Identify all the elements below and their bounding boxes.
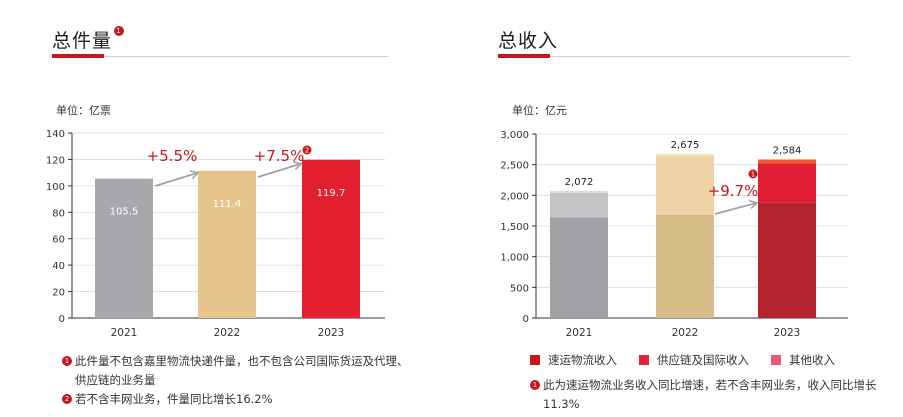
bar-segment-2023-0 [758,202,816,318]
volume-panel: 总件量 1 单位：亿票 1 此件量不包含嘉里物流快递件量，也不包含公司国际货运及代… [0,0,440,417]
x-tick-label-2021: 2021 [566,327,593,339]
volume-title-divider [52,56,388,57]
y-tick-label: 80 [52,208,65,219]
growth-arrow [257,161,303,178]
y-tick-label: 0 [59,314,65,325]
y-tick-label: 120 [46,155,65,166]
bar-total-label-2021: 2,072 [565,177,594,188]
revenue-title-divider [498,56,850,57]
growth-arrow [714,199,759,215]
bar-total-label-2023: 2,584 [773,146,802,157]
legend-swatch-supply-chain [639,355,649,365]
revenue-title: 总收入 [498,30,559,52]
legend-item-supply-chain: 供应链及国际收入 [639,352,749,368]
note-badge: 2 [62,394,72,404]
y-tick-label: 2,000 [500,191,529,202]
y-tick-label: 2,500 [500,161,529,172]
volume-chart: 0 20 40 60 80 100 120 140 105.5 2021 111.4 2022 119.… [46,129,385,339]
x-tick-label-2023: 2023 [774,327,801,339]
volume-note-1: 1 此件量不包含嘉里物流快递件量，也不包含公司国际货运及代理、 供应链的业务量 [62,352,409,390]
bar-segment-2021-2 [550,190,608,193]
volume-title-text: 总件量 [52,30,113,52]
y-tick-label: 140 [46,129,65,140]
y-tick-label: 20 [52,288,65,299]
growth-label: +7.5% [254,147,305,165]
y-tick-label: 60 [52,235,65,246]
legend-label-express: 速运物流收入 [548,353,617,367]
annotation-badge [302,145,312,155]
growth-label: +9.7% [708,182,759,200]
bar-value-label-2023: 119.7 [317,188,346,199]
y-tick-label: 40 [52,261,65,272]
volume-unit-label: 单位：亿票 [56,104,111,117]
legend-swatch-other [771,355,781,365]
revenue-note-1-text: 此为速运物流业务收入同比增速，若不含丰网业务，收入同比增长11.3% [543,378,877,411]
revenue-panel: 总收入 单位：亿元 [452,0,903,417]
revenue-title-accent [498,54,550,58]
revenue-chart: 0 500 1,000 1,500 2,000 2,500 3,000 2,072 2021 2,… [500,130,848,339]
legend-label-supply-chain: 供应链及国际收入 [657,353,749,367]
legend-swatch-express [530,355,540,365]
bar-segment-2022-0 [656,214,714,318]
x-tick-label-2021: 2021 [111,327,138,339]
x-tick-label-2022: 2022 [672,327,699,339]
y-tick-label: 1,500 [500,222,529,233]
volume-note-1-text-cont: 供应链的业务量 [75,373,156,387]
volume-note-1-text: 此件量不包含嘉里物流快递件量，也不包含公司国际货运及代理、 [75,354,409,368]
y-tick-label: 100 [46,182,65,193]
y-tick-label: 0 [523,314,529,325]
bar-value-label-2022: 111.4 [213,199,242,210]
bar-segment-2023-2 [758,159,816,164]
bar-segment-2022-2 [656,153,714,157]
bar-value-label-2021: 105.5 [110,207,139,218]
y-tick-label: 1,000 [500,253,529,264]
revenue-unit-label: 单位：亿元 [512,104,567,117]
bar-2021 [95,178,153,318]
revenue-notes: 1 此为速运物流业务收入同比增速，若不含丰网业务，收入同比增长11.3% [530,376,903,414]
volume-title-badge: 1 [114,26,125,36]
legend-label-other: 其他收入 [789,353,835,367]
revenue-note-1: 1 此为速运物流业务收入同比增速，若不含丰网业务，收入同比增长11.3% [530,376,903,414]
x-tick-label-2023: 2023 [318,327,345,339]
growth-arrow [154,170,200,187]
volume-note-2: 2 若不含丰网业务，件量同比增长16.2% [62,390,409,409]
note-badge: 1 [530,380,540,390]
volume-note-2-text: 若不含丰网业务，件量同比增长16.2% [75,392,273,406]
revenue-legend: 速运物流收入 供应链及国际收入 其他收入 [530,352,857,368]
y-tick-label: 500 [510,283,529,294]
legend-item-express: 速运物流收入 [530,352,617,368]
volume-title: 总件量 1 [52,26,125,53]
x-tick-label-2022: 2022 [214,327,241,339]
bar-total-label-2022: 2,675 [671,140,700,151]
bar-2023 [302,159,360,318]
legend-item-other: 其他收入 [771,352,835,368]
note-badge: 1 [62,356,72,366]
bar-segment-2023-1 [758,163,816,203]
bar-2022 [198,170,256,318]
annotation-badge-text: 2 [305,147,309,155]
annotation-badge [748,169,758,179]
y-tick-label: 3,000 [500,130,529,141]
bar-segment-2022-1 [656,156,714,215]
annotation-badge-text: 1 [751,171,755,179]
volume-notes: 1 此件量不包含嘉里物流快递件量，也不包含公司国际货运及代理、 供应链的业务量 … [62,352,409,409]
growth-label: +5.5% [147,147,198,165]
volume-title-accent [52,54,104,58]
bar-segment-2021-1 [550,192,608,218]
bar-segment-2021-0 [550,217,608,318]
